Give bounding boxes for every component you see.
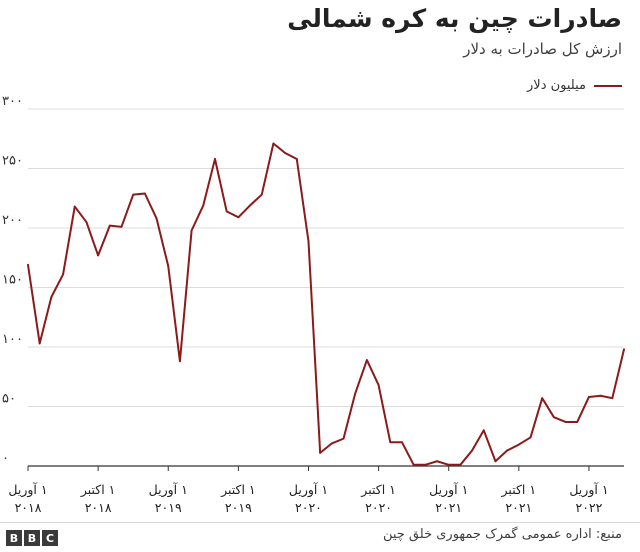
data-point xyxy=(482,429,485,432)
data-point xyxy=(214,158,216,160)
logo-letter: B xyxy=(6,530,22,546)
logo-letter: C xyxy=(42,530,58,546)
data-point xyxy=(62,273,64,276)
data-point xyxy=(108,224,111,227)
x-tick-year: ۲۰۲۱ xyxy=(505,500,532,515)
data-point xyxy=(494,460,497,463)
data-point xyxy=(120,225,123,228)
data-point xyxy=(436,460,438,463)
data-point xyxy=(599,394,602,397)
data-point xyxy=(412,463,415,466)
data-point xyxy=(342,437,345,440)
chart-title: صادرات چین به کره شمالی xyxy=(287,4,622,33)
data-point xyxy=(27,263,29,266)
data-point xyxy=(225,210,228,213)
data-point xyxy=(284,152,286,154)
data-point xyxy=(354,392,357,395)
x-tick-label: ۱ آوریل xyxy=(289,482,328,498)
legend: میلیون دلار xyxy=(527,78,622,93)
x-tick-year: ۲۰۲۰ xyxy=(295,500,322,515)
x-tick-year: ۲۰۲۰ xyxy=(365,500,392,515)
data-point xyxy=(459,463,462,466)
data-point xyxy=(401,441,403,444)
x-tick-label: ۱ آوریل xyxy=(429,482,468,498)
data-point xyxy=(190,229,193,232)
x-tick-label: ۱ آوریل xyxy=(569,482,608,498)
data-point xyxy=(576,421,579,423)
x-tick-label: ۱ آوریل xyxy=(8,482,47,498)
data-point xyxy=(167,265,170,267)
y-tick-label: ۲۰۰ xyxy=(2,213,23,228)
data-point xyxy=(179,360,181,363)
legend-swatch xyxy=(594,84,622,87)
series-line-exports xyxy=(27,142,625,466)
legend-label: میلیون دلار xyxy=(527,78,586,93)
y-tick-label: ۳۰۰ xyxy=(2,94,23,109)
data-point xyxy=(564,421,567,423)
y-tick-label: ۱۵۰ xyxy=(2,273,23,288)
x-tick-year: ۲۰۱۸ xyxy=(85,500,112,515)
data-point xyxy=(97,254,100,257)
x-tick-label: ۱ اکتبر xyxy=(80,482,116,498)
data-point xyxy=(38,342,41,345)
data-point xyxy=(424,463,427,466)
y-tick-label: ۵۰ xyxy=(2,392,16,407)
data-point xyxy=(307,240,310,242)
data-point xyxy=(447,463,450,466)
data-point xyxy=(132,193,135,196)
data-point xyxy=(541,397,544,400)
y-tick-label: ۲۵۰ xyxy=(2,154,23,169)
x-tick-label: ۱ اکتبر xyxy=(220,482,256,498)
data-point xyxy=(552,416,555,419)
data-point xyxy=(85,221,88,223)
y-tick-label: ۰ xyxy=(2,451,9,466)
x-tick-year: ۲۰۱۸ xyxy=(15,500,42,515)
data-point xyxy=(73,205,76,208)
source-note: منبع: اداره عمومی گمرک جمهوری خلق چین xyxy=(382,527,622,542)
data-point xyxy=(366,359,368,361)
data-point xyxy=(295,158,298,160)
data-point xyxy=(237,216,240,219)
x-tick-year: ۲۰۲۱ xyxy=(435,500,462,515)
data-point xyxy=(623,348,625,351)
data-point xyxy=(143,192,146,195)
data-point xyxy=(330,442,333,445)
x-tick-label: ۱ آوریل xyxy=(149,482,188,498)
data-point xyxy=(377,384,380,386)
data-point xyxy=(517,443,520,446)
data-point xyxy=(588,396,590,398)
data-point xyxy=(319,452,322,454)
data-point xyxy=(529,436,532,439)
data-point xyxy=(155,217,158,220)
data-point xyxy=(611,397,614,400)
data-point xyxy=(249,204,251,207)
logo-letter: B xyxy=(24,530,40,546)
y-tick-label: ۱۰۰ xyxy=(2,332,23,347)
x-tick-label: ۱ اکتبر xyxy=(360,482,396,498)
data-point xyxy=(471,449,473,452)
data-point xyxy=(506,449,509,452)
chart-subtitle: ارزش کل صادرات به دلار xyxy=(463,40,622,58)
data-point xyxy=(389,441,392,444)
bbc-logo: B B C xyxy=(6,530,58,546)
x-tick-year: ۲۰۲۲ xyxy=(576,500,603,515)
data-point xyxy=(50,296,53,298)
x-tick-year: ۲۰۱۹ xyxy=(225,500,252,515)
line-chart: ۰ ۵۰ ۱۰۰ ۱۵۰ ۲۰۰ ۲۵۰ ۳۰۰ ۱ آوریل ۲۰۱۸ ۱ اکتبر ۲۰۱۸… xyxy=(2,94,625,515)
footer-divider xyxy=(0,522,640,523)
x-tick-label: ۱ اکتبر xyxy=(501,482,537,498)
x-tick-year: ۲۰۱۹ xyxy=(155,500,182,515)
data-point xyxy=(260,193,263,196)
data-point xyxy=(272,142,275,145)
data-point xyxy=(202,204,205,207)
